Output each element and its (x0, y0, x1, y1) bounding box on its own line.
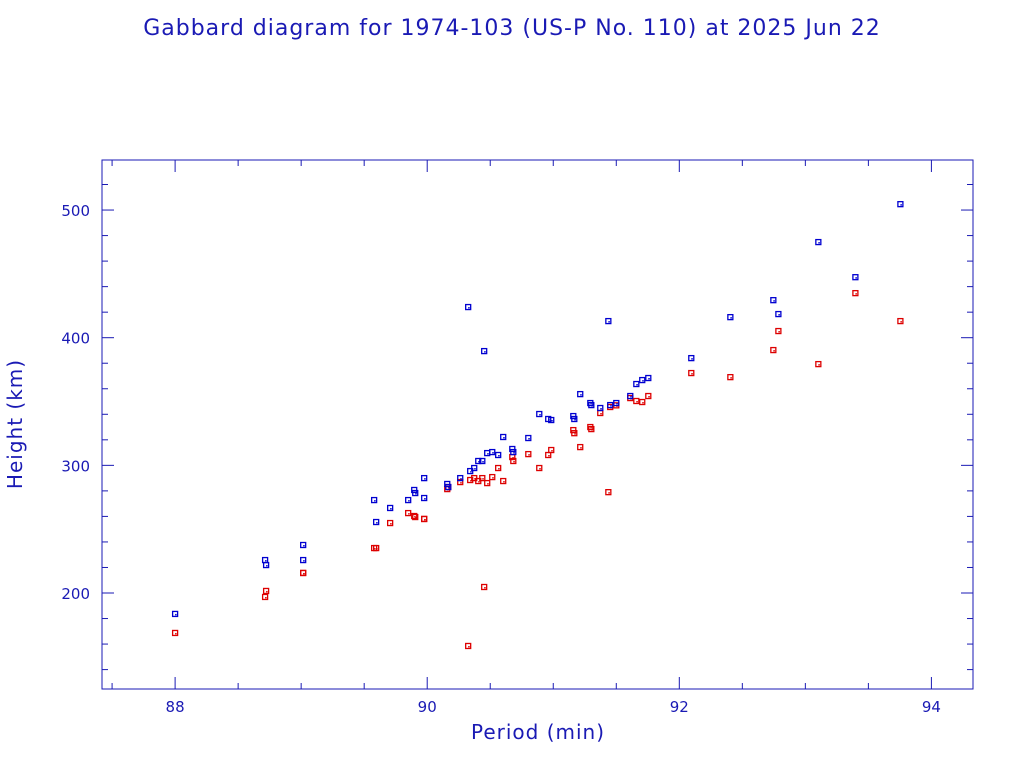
apogee-point (481, 347, 488, 355)
apogee-point (688, 354, 695, 362)
perigee-point (688, 369, 695, 377)
perigee-point (815, 360, 822, 368)
apogee-point (171, 610, 179, 618)
perigee-point (386, 519, 394, 527)
axis-ticks (102, 160, 973, 689)
apogee-point (775, 310, 782, 318)
apogee-point (536, 410, 543, 418)
perigee-point (411, 512, 418, 520)
perigee-point (645, 392, 652, 400)
apogee-point (852, 274, 859, 281)
perigee-point (545, 451, 552, 459)
perigee-point (639, 398, 646, 406)
apogee-point (588, 401, 595, 409)
perigee-point (548, 446, 555, 454)
apogee-point (300, 541, 307, 549)
apogee-point (479, 457, 486, 465)
apogee-point (457, 474, 464, 482)
apogee-point (500, 433, 507, 441)
perigee-point (727, 373, 734, 381)
perigee-point (261, 593, 269, 601)
apogee-point (571, 415, 578, 423)
perigee-point (300, 569, 307, 577)
perigee-point (373, 544, 380, 552)
y-tick-label: 500 (61, 202, 90, 220)
y-tick-label: 200 (61, 585, 90, 603)
apogee-point (627, 392, 634, 400)
apogee-point (525, 434, 532, 442)
apogee-point (607, 401, 614, 409)
perigee-point (897, 317, 904, 325)
x-tick-label: 92 (670, 698, 689, 716)
apogee-point (262, 561, 270, 569)
apogee-point (421, 474, 428, 482)
apogee-point (577, 390, 584, 398)
perigee-point (775, 327, 782, 335)
apogee-point (484, 449, 491, 457)
perigee-point (489, 473, 496, 481)
perigee-point (495, 464, 502, 472)
apogee-point (597, 404, 604, 412)
y-tick-label: 400 (61, 330, 90, 348)
perigee-point (421, 515, 428, 523)
apogee-point (495, 451, 502, 459)
y-axis-label: Height (km) (3, 359, 27, 489)
apogee-point (645, 374, 652, 382)
apogee-point (373, 518, 380, 526)
apogee-point (548, 416, 555, 424)
apogee-point (613, 399, 620, 407)
perigee-point (525, 450, 532, 458)
apogee-point (897, 201, 904, 208)
apogee-point (421, 494, 428, 502)
perigee-point (479, 474, 486, 482)
apogee-point (445, 483, 452, 491)
apogee-point (386, 504, 394, 512)
perigee-point (605, 489, 612, 496)
perigee-point (571, 430, 578, 437)
perigee-point (633, 397, 640, 405)
apogee-point (633, 380, 640, 388)
perigee-point (597, 409, 604, 417)
x-tick-label: 94 (922, 698, 941, 716)
axis-tick-labels: 88 90 92 94 200 300 400 500 (61, 202, 941, 716)
perigee-point (500, 477, 507, 485)
perigee-point (510, 457, 517, 465)
apogee-point (605, 317, 612, 325)
perigee-point (412, 513, 419, 521)
perigee-point (588, 425, 595, 433)
apogee-point (471, 464, 478, 472)
perigee-point (465, 642, 472, 650)
perigee-point (405, 509, 412, 517)
apogee-point (639, 376, 646, 384)
perigee-point (171, 629, 179, 637)
x-tick-label: 88 (166, 698, 185, 716)
apogee-point (412, 489, 419, 497)
plot-frame (101, 159, 974, 690)
y-tick-label: 300 (61, 457, 90, 475)
perigee-point (484, 479, 491, 487)
apogee-point (465, 303, 472, 311)
perigee-point (481, 583, 488, 591)
perigee-point (536, 464, 543, 472)
perigee-point (770, 346, 777, 354)
x-tick-label: 90 (418, 698, 437, 716)
apogee-point (727, 313, 734, 321)
data-points (171, 201, 904, 650)
apogee-point (370, 496, 378, 504)
perigee-point (852, 289, 859, 297)
apogee-point (510, 448, 517, 456)
perigee-point (577, 443, 584, 451)
apogee-point (300, 556, 307, 564)
apogee-point (815, 238, 822, 246)
apogee-point (770, 297, 777, 304)
apogee-point (475, 457, 482, 465)
x-axis-label: Period (min) (471, 720, 605, 744)
apogee-point (261, 556, 269, 564)
apogee-point (405, 496, 412, 504)
perigee-point (262, 587, 270, 595)
apogee-point (489, 448, 496, 456)
chart-title: Gabbard diagram for 1974-103 (US-P No. 1… (143, 16, 881, 41)
